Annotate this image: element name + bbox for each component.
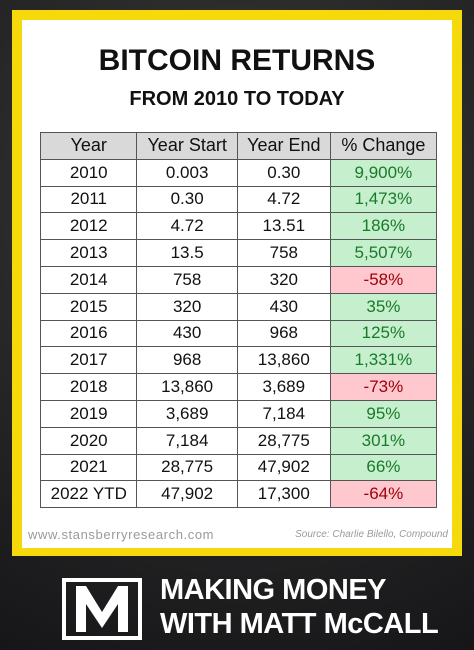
table-row: 2011 0.30 4.72 1,473% [39,185,438,214]
logo [62,578,142,640]
table-cell: 47,902 [136,480,238,509]
header-row: Year Year Start Year End% Change [39,132,438,160]
table-cell: 4.72 [236,185,331,214]
table-cell: 968 [136,346,238,375]
table-cell: 66% [329,453,438,482]
logo-box [62,578,142,640]
table-cell: 320 [136,292,238,321]
table-cell: 2016 [39,319,138,348]
table-cell: 0.30 [136,185,238,214]
table-row: 2022 YTD 47,902 17,300 -64% [39,480,438,509]
table-row: 2010 0.003 0.30 9,900% [39,158,438,187]
subtitle: FROM 2010 TO TODAY [129,88,345,110]
table-cell: 7,184 [236,399,331,428]
table-cell: 758 [136,265,238,294]
table-cell: 9,900% [329,158,438,187]
table-cell: 2019 [39,399,138,428]
table-cell: 1,331% [329,346,438,375]
table-row: 2021 28,775 47,902 66% [39,453,438,482]
table-cell: 2020 [39,426,138,455]
table-cell: 125% [329,319,438,348]
table-cell: 95% [329,399,438,428]
column-header: Year End [236,132,331,160]
table-cell: 2010 [39,158,138,187]
table-cell: 13.51 [236,212,331,241]
table-cell: 47,902 [236,453,331,482]
table-cell: 13.5 [136,239,238,267]
table-cell: 1,473% [329,185,438,214]
table-cell: 4.72 [136,212,238,241]
table-row: 2012 4.72 13.51 186% [39,212,438,241]
table-cell: 0.30 [236,158,331,187]
table-cell: 35% [329,292,438,321]
table-row: 2018 13,860 3,689 -73% [39,373,438,401]
table-cell: 3,689 [136,399,238,428]
table-cell: 2012 [39,212,138,241]
table-cell: 3,689 [236,373,331,401]
table-row: 2017 968 13,860 1,331% [39,346,438,375]
table-cell: 301% [329,426,438,455]
table-cell: 5,507% [329,239,438,267]
table-cell: -64% [329,480,438,509]
table-cell: 2014 [39,265,138,294]
table-cell: 17,300 [236,480,331,509]
table-cell: -58% [329,265,438,294]
returns-table: Year Year Start Year End% Change 2010 0.003… [39,132,438,509]
column-header: % Change [329,132,438,160]
table-cell: 430 [136,319,238,348]
table-row: 2016 430 968 125% [39,319,438,348]
table-cell: 13,860 [136,373,238,401]
source: Source: Charlie Bilello, Compound [295,529,448,540]
website: www.stansberryresearch.com [28,527,215,542]
table-cell: 28,775 [236,426,331,455]
table-cell: 2015 [39,292,138,321]
table-cell: 2022 YTD [39,480,138,509]
table-row: 2015 320 430 35% [39,292,438,321]
table-row: 2019 3,689 7,184 95% [39,399,438,428]
table-cell: 2013 [39,239,138,267]
table-cell: 2021 [39,453,138,482]
table-cell: 430 [236,292,331,321]
column-header: Year Start [136,132,238,160]
table-cell: 2018 [39,373,138,401]
table-cell: 0.003 [136,158,238,187]
table-cell: 320 [236,265,331,294]
table-cell: 7,184 [136,426,238,455]
title: BITCOIN RETURNS [98,44,376,77]
table-cell: 28,775 [136,453,238,482]
table-row: 2013 13.5 758 5,507% [39,239,438,267]
table-cell: 13,860 [236,346,331,375]
table-cell: 2017 [39,346,138,375]
table-row: 2020 7,184 28,775 301% [39,426,438,455]
table-body: 2010 0.003 0.30 9,900% 2011 0.30 4.72 1,473% 201… [39,158,438,509]
table-cell: 2011 [39,185,138,214]
table-cell: -73% [329,373,438,401]
table-cell: 758 [236,239,331,267]
brand-line: MAKING MONEY [160,574,387,606]
table-row: 2014 758 320 -58% [39,265,438,294]
table-cell: 968 [236,319,331,348]
column-header: Year [39,132,138,160]
table-cell: 186% [329,212,438,241]
logo-m [76,586,128,632]
brand-line: WITH MATT McCALL [160,608,439,640]
